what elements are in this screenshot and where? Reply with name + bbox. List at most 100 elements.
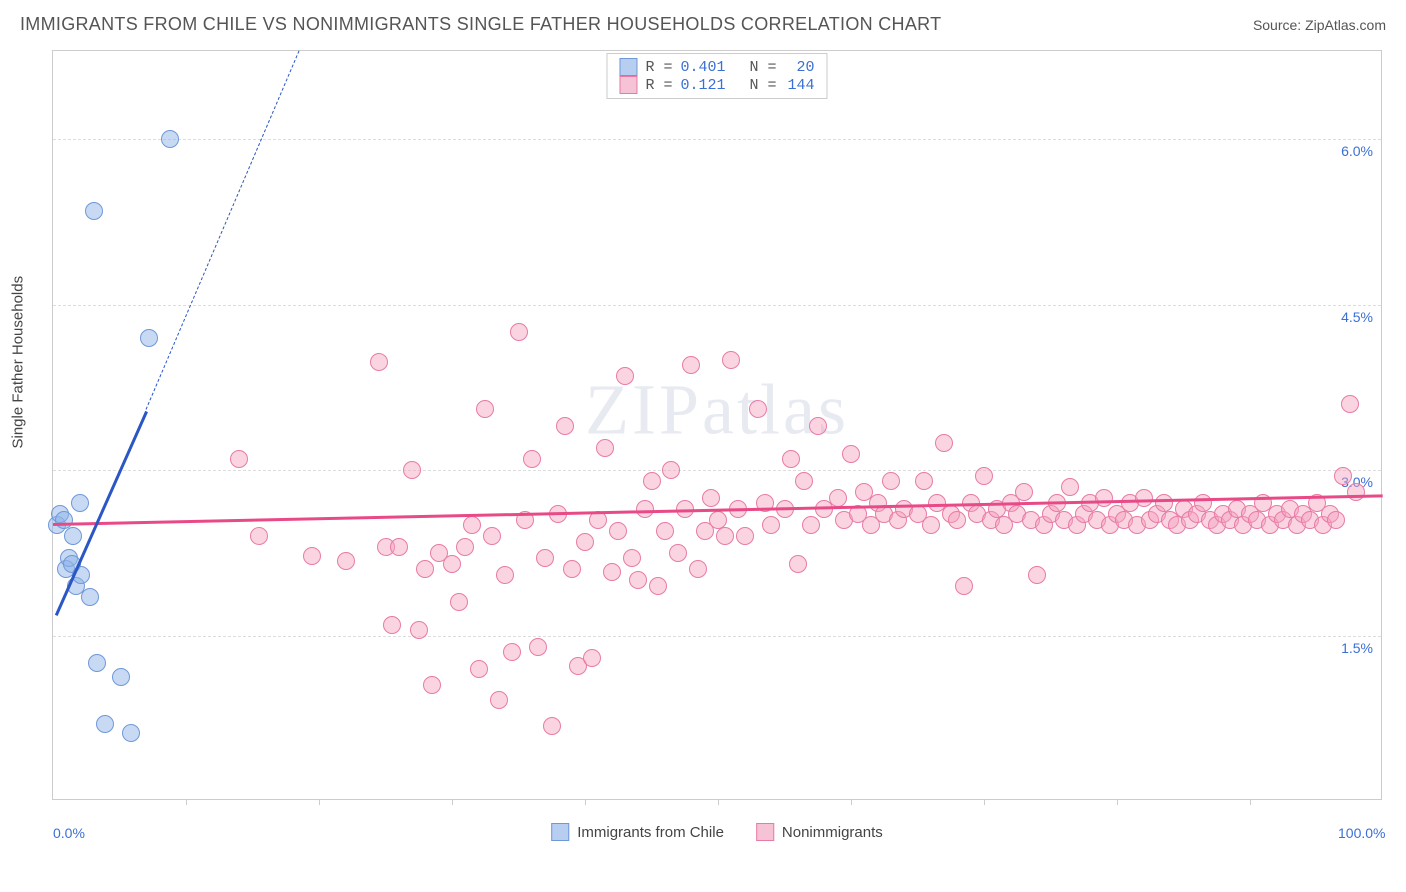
data-point-nonimmigrants: [476, 400, 494, 418]
data-point-nonimmigrants: [503, 643, 521, 661]
data-point-immigrants: [55, 511, 73, 529]
data-point-nonimmigrants: [623, 549, 641, 567]
data-point-immigrants: [96, 715, 114, 733]
data-point-nonimmigrants: [1028, 566, 1046, 584]
r-value-immigrants: 0.401: [680, 59, 725, 76]
data-point-nonimmigrants: [609, 522, 627, 540]
data-point-nonimmigrants: [782, 450, 800, 468]
gridline-horizontal: [53, 305, 1381, 306]
data-point-nonimmigrants: [802, 516, 820, 534]
data-point-nonimmigrants: [656, 522, 674, 540]
data-point-nonimmigrants: [1327, 511, 1345, 529]
y-tick-label: 1.5%: [1341, 640, 1373, 656]
data-point-nonimmigrants: [416, 560, 434, 578]
x-tick-mark: [718, 799, 719, 805]
data-point-nonimmigrants: [643, 472, 661, 490]
legend-item-immigrants: Immigrants from Chile: [551, 823, 724, 841]
data-point-nonimmigrants: [456, 538, 474, 556]
data-point-nonimmigrants: [682, 356, 700, 374]
data-point-nonimmigrants: [915, 472, 933, 490]
x-tick-mark: [585, 799, 586, 805]
data-point-nonimmigrants: [716, 527, 734, 545]
x-tick-mark: [452, 799, 453, 805]
data-point-nonimmigrants: [829, 489, 847, 507]
data-point-nonimmigrants: [882, 472, 900, 490]
n-value-nonimmigrants: 144: [785, 77, 815, 94]
data-point-nonimmigrants: [1194, 494, 1212, 512]
x-tick-mark: [1117, 799, 1118, 805]
gridline-horizontal: [53, 636, 1381, 637]
data-point-nonimmigrants: [390, 538, 408, 556]
legend-item-nonimmigrants: Nonimmigrants: [756, 823, 883, 841]
data-point-nonimmigrants: [616, 367, 634, 385]
data-point-nonimmigrants: [556, 417, 574, 435]
data-point-nonimmigrants: [337, 552, 355, 570]
data-point-nonimmigrants: [1155, 494, 1173, 512]
data-point-nonimmigrants: [483, 527, 501, 545]
legend-swatch-immigrants: [551, 823, 569, 841]
data-point-immigrants: [81, 588, 99, 606]
data-point-nonimmigrants: [636, 500, 654, 518]
data-point-nonimmigrants: [1341, 395, 1359, 413]
data-point-immigrants: [140, 329, 158, 347]
data-point-nonimmigrants: [543, 717, 561, 735]
x-tick-mark: [851, 799, 852, 805]
r-label: R =: [645, 77, 672, 94]
data-point-nonimmigrants: [410, 621, 428, 639]
data-point-nonimmigrants: [576, 533, 594, 551]
data-point-nonimmigrants: [935, 434, 953, 452]
data-point-immigrants: [85, 202, 103, 220]
y-tick-label: 4.5%: [1341, 309, 1373, 325]
data-point-immigrants: [112, 668, 130, 686]
correlation-legend: R = 0.401 N = 20 R = 0.121 N = 144: [606, 53, 827, 99]
data-point-nonimmigrants: [1015, 483, 1033, 501]
data-point-nonimmigrants: [230, 450, 248, 468]
data-point-nonimmigrants: [975, 467, 993, 485]
x-tick-label: 100.0%: [1338, 825, 1385, 841]
data-point-nonimmigrants: [529, 638, 547, 656]
data-point-nonimmigrants: [536, 549, 554, 567]
source-attribution: Source: ZipAtlas.com: [1253, 17, 1386, 33]
data-point-nonimmigrants: [1095, 489, 1113, 507]
data-point-nonimmigrants: [250, 527, 268, 545]
data-point-nonimmigrants: [1061, 478, 1079, 496]
data-point-nonimmigrants: [922, 516, 940, 534]
chart-title: IMMIGRANTS FROM CHILE VS NONIMMIGRANTS S…: [20, 14, 941, 35]
data-point-nonimmigrants: [842, 445, 860, 463]
data-point-nonimmigrants: [496, 566, 514, 584]
legend-row-nonimmigrants: R = 0.121 N = 144: [619, 76, 814, 94]
data-point-nonimmigrants: [702, 489, 720, 507]
data-point-nonimmigrants: [762, 516, 780, 534]
data-point-nonimmigrants: [423, 676, 441, 694]
legend-row-immigrants: R = 0.401 N = 20: [619, 58, 814, 76]
scatter-plot-area: ZIPatlas R = 0.401 N = 20 R = 0.121 N = …: [52, 50, 1382, 800]
data-point-nonimmigrants: [596, 439, 614, 457]
data-point-nonimmigrants: [662, 461, 680, 479]
data-point-nonimmigrants: [795, 472, 813, 490]
x-tick-mark: [1250, 799, 1251, 805]
y-axis-label: Single Father Households: [10, 276, 27, 449]
data-point-nonimmigrants: [523, 450, 541, 468]
data-point-nonimmigrants: [603, 563, 621, 581]
data-point-nonimmigrants: [689, 560, 707, 578]
data-point-immigrants: [161, 130, 179, 148]
legend-swatch-immigrants: [619, 58, 637, 76]
data-point-nonimmigrants: [749, 400, 767, 418]
legend-label-nonimmigrants: Nonimmigrants: [782, 824, 883, 841]
data-point-nonimmigrants: [443, 555, 461, 573]
data-point-nonimmigrants: [383, 616, 401, 634]
data-point-nonimmigrants: [669, 544, 687, 562]
data-point-nonimmigrants: [450, 593, 468, 611]
data-point-nonimmigrants: [583, 649, 601, 667]
data-point-nonimmigrants: [1347, 483, 1365, 501]
data-point-nonimmigrants: [629, 571, 647, 589]
legend-label-immigrants: Immigrants from Chile: [577, 824, 724, 841]
data-point-nonimmigrants: [470, 660, 488, 678]
y-tick-label: 6.0%: [1341, 143, 1373, 159]
data-point-immigrants: [64, 527, 82, 545]
n-label: N =: [750, 77, 777, 94]
data-point-immigrants: [88, 654, 106, 672]
x-tick-mark: [186, 799, 187, 805]
data-point-nonimmigrants: [948, 511, 966, 529]
n-value-immigrants: 20: [785, 59, 815, 76]
